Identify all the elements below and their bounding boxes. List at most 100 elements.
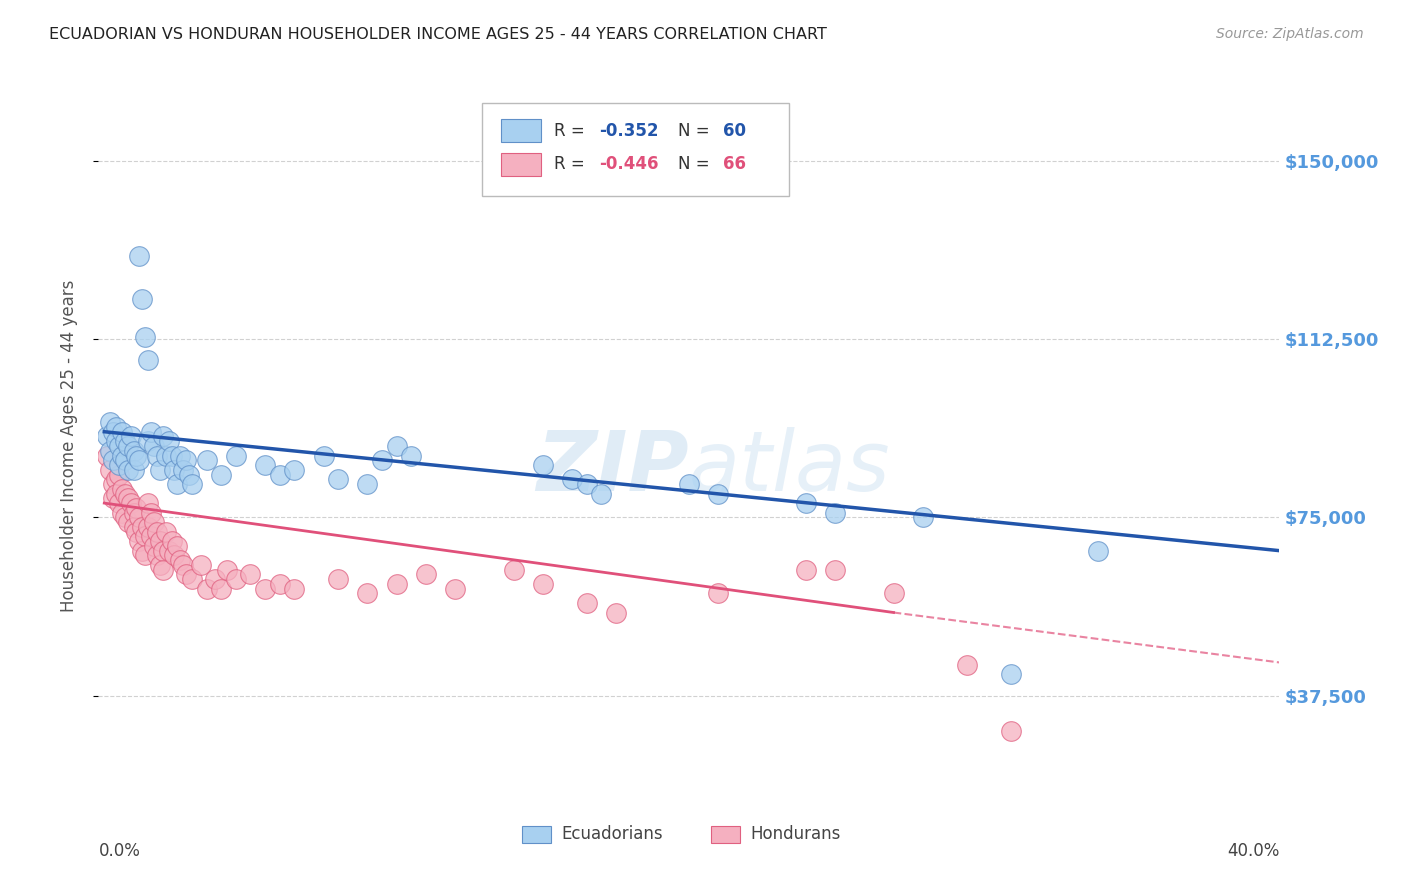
Point	[591, 486, 613, 500]
Point	[98, 443, 121, 458]
Point	[181, 477, 204, 491]
Point	[120, 496, 142, 510]
Point	[283, 582, 305, 596]
Point	[131, 520, 153, 534]
Point	[152, 563, 174, 577]
Point	[166, 477, 188, 491]
Point	[125, 449, 148, 463]
Point	[575, 596, 598, 610]
Point	[104, 472, 127, 486]
Point	[195, 453, 218, 467]
FancyBboxPatch shape	[523, 826, 551, 843]
Point	[190, 558, 212, 572]
Point	[120, 429, 142, 443]
Point	[111, 506, 134, 520]
Point	[134, 529, 156, 543]
Point	[356, 586, 378, 600]
Point	[104, 486, 127, 500]
Text: R =: R =	[554, 155, 591, 173]
Point	[108, 439, 131, 453]
Text: 66: 66	[723, 155, 747, 173]
Point	[122, 506, 145, 520]
Point	[96, 449, 118, 463]
Point	[254, 582, 277, 596]
Point	[794, 496, 817, 510]
Point	[146, 449, 169, 463]
Point	[114, 510, 136, 524]
Point	[678, 477, 700, 491]
Point	[531, 577, 554, 591]
Point	[134, 549, 156, 563]
Point	[356, 477, 378, 491]
Point	[143, 439, 166, 453]
Point	[98, 463, 121, 477]
Text: N =: N =	[678, 121, 716, 139]
Text: atlas: atlas	[689, 427, 890, 508]
Point	[111, 482, 134, 496]
Point	[117, 491, 139, 506]
FancyBboxPatch shape	[482, 103, 789, 196]
Point	[163, 463, 186, 477]
Point	[269, 577, 291, 591]
Point	[326, 472, 349, 486]
Point	[149, 558, 172, 572]
Point	[1000, 667, 1022, 681]
Point	[204, 572, 226, 586]
Text: 40.0%: 40.0%	[1227, 842, 1279, 860]
Point	[172, 558, 194, 572]
Point	[385, 577, 408, 591]
Point	[155, 449, 177, 463]
Point	[136, 434, 159, 449]
Point	[824, 563, 846, 577]
Point	[1087, 543, 1109, 558]
Point	[225, 449, 247, 463]
Point	[531, 458, 554, 472]
Point	[134, 329, 156, 343]
Point	[1000, 724, 1022, 739]
FancyBboxPatch shape	[501, 153, 541, 176]
Point	[215, 563, 238, 577]
Point	[108, 467, 131, 482]
Text: 60: 60	[723, 121, 747, 139]
Point	[125, 500, 148, 515]
Point	[152, 543, 174, 558]
Point	[312, 449, 335, 463]
Point	[195, 582, 218, 596]
Point	[385, 439, 408, 453]
FancyBboxPatch shape	[501, 120, 541, 142]
Point	[111, 449, 134, 463]
Point	[502, 563, 524, 577]
Point	[181, 572, 204, 586]
Point	[149, 534, 172, 549]
Text: 0.0%: 0.0%	[98, 842, 141, 860]
Point	[101, 477, 124, 491]
Point	[160, 534, 183, 549]
Text: -0.352: -0.352	[599, 121, 658, 139]
Text: Source: ZipAtlas.com: Source: ZipAtlas.com	[1216, 27, 1364, 41]
Point	[111, 425, 134, 439]
Point	[174, 453, 197, 467]
Point	[172, 463, 194, 477]
Point	[561, 472, 583, 486]
Point	[139, 506, 162, 520]
Point	[254, 458, 277, 472]
Point	[371, 453, 394, 467]
Point	[177, 467, 200, 482]
Point	[98, 415, 121, 429]
Point	[911, 510, 934, 524]
Point	[128, 453, 150, 467]
Point	[444, 582, 467, 596]
Point	[104, 420, 127, 434]
Point	[283, 463, 305, 477]
Point	[149, 463, 172, 477]
Point	[415, 567, 437, 582]
Text: Ecuadorians: Ecuadorians	[561, 825, 664, 843]
Point	[575, 477, 598, 491]
Point	[101, 491, 124, 506]
Point	[605, 606, 627, 620]
Text: R =: R =	[554, 121, 591, 139]
Point	[122, 520, 145, 534]
Point	[163, 549, 186, 563]
Text: ECUADORIAN VS HONDURAN HOUSEHOLDER INCOME AGES 25 - 44 YEARS CORRELATION CHART: ECUADORIAN VS HONDURAN HOUSEHOLDER INCOM…	[49, 27, 827, 42]
Point	[707, 586, 730, 600]
